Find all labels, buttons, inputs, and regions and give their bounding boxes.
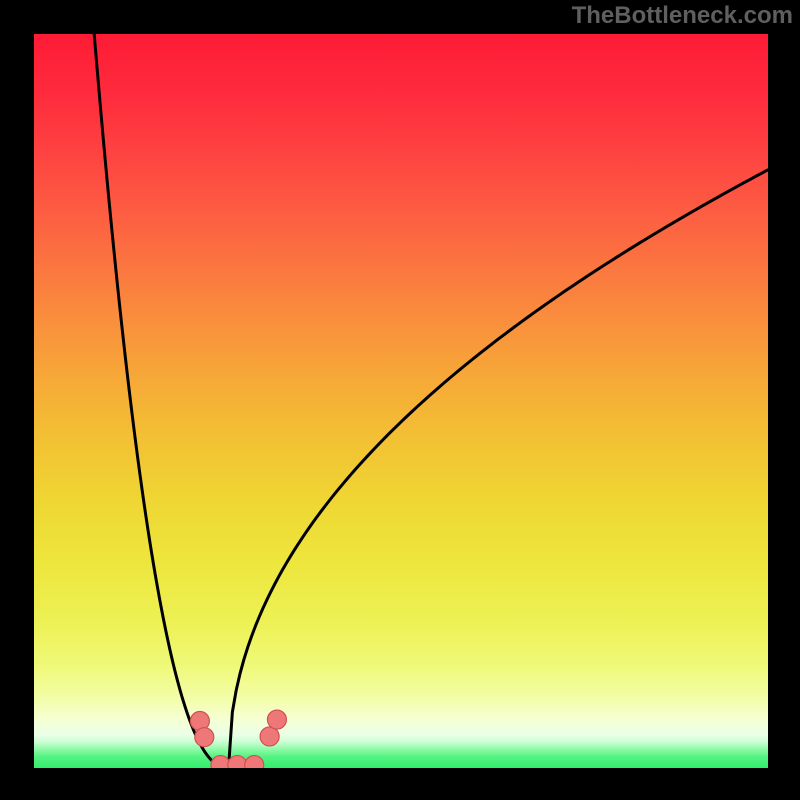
watermark-text: TheBottleneck.com	[572, 2, 793, 30]
data-marker	[260, 727, 279, 746]
data-marker	[267, 710, 286, 729]
data-marker	[195, 728, 214, 747]
bottleneck-chart	[34, 34, 768, 768]
chart-background-gradient	[34, 34, 768, 768]
